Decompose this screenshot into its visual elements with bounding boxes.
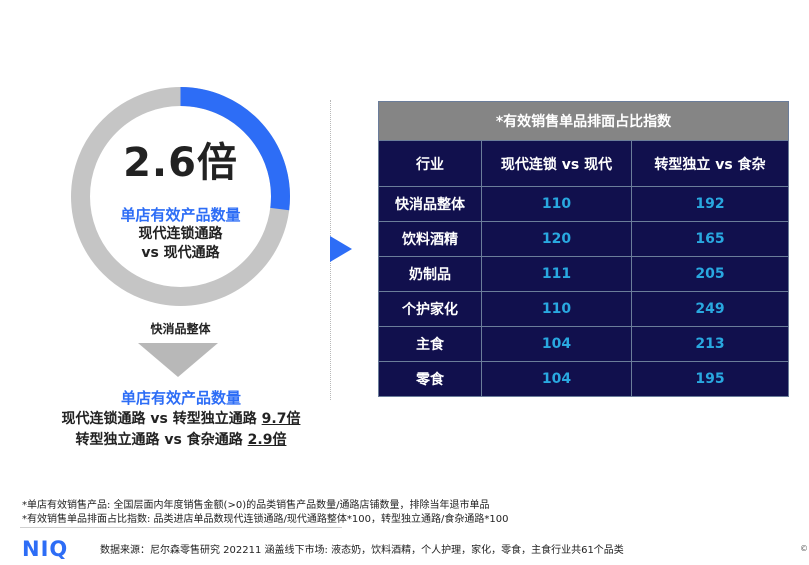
- row-value-independent: 165: [630, 221, 790, 257]
- ring-label-line2: 现代连锁通路: [138, 226, 223, 242]
- table-header-modern-chain: 现代连锁 vs 现代: [481, 140, 632, 187]
- summary-row-2-text: 转型独立通路 vs 食杂通路: [75, 432, 248, 448]
- ring-label-metric: 单店有效产品数量: [120, 206, 241, 224]
- footnote-1: *单店有效销售产品: 全国层面内年度销售金额(>0)的品类销售产品数量/通路店铺…: [22, 500, 490, 511]
- summary-row-1: 现代连锁通路 vs 转型独立通路 9.7倍: [0, 408, 362, 428]
- row-category: 零食: [378, 361, 482, 397]
- niq-logo: NIQ: [22, 537, 69, 561]
- row-value-independent: 213: [630, 326, 790, 362]
- table-row: 奶制品 111 205: [378, 256, 790, 292]
- row-value-independent: 195: [630, 361, 790, 397]
- summary-row-1-value: 9.7倍: [261, 411, 301, 427]
- table-row: 快消品整体 110 192: [378, 186, 790, 222]
- ring-big-number: 2.6倍: [123, 140, 238, 186]
- row-value-independent: 249: [630, 291, 790, 327]
- row-value-modern: 111: [481, 256, 632, 292]
- row-value-modern: 110: [481, 186, 632, 222]
- ring-chart: [71, 87, 290, 306]
- summary-row-2: 转型独立通路 vs 食杂通路 2.9倍: [0, 429, 362, 449]
- table-row: 个护家化 110 249: [378, 291, 790, 327]
- row-category: 奶制品: [378, 256, 482, 292]
- table-header-independent: 转型独立 vs 食杂: [630, 140, 790, 187]
- row-value-modern: 120: [481, 221, 632, 257]
- data-source: 数据来源：尼尔森零售研究 202211 涵盖线下市场: 液态奶，饮料酒精，个人护…: [100, 545, 624, 556]
- index-table: *有效销售单品排面占比指数 行业 现代连锁 vs 现代 转型独立 vs 食杂 快…: [377, 101, 790, 397]
- copyright-mark: ©: [800, 544, 808, 553]
- table-title: *有效销售单品排面占比指数: [377, 101, 790, 141]
- row-category: 个护家化: [378, 291, 482, 327]
- table-row: 零食 104 195: [378, 361, 790, 397]
- summary-title: 单店有效产品数量: [120, 389, 241, 407]
- row-value-independent: 205: [630, 256, 790, 292]
- ring-label-line3: vs 现代通路: [141, 245, 220, 261]
- category-label: 快消品整体: [150, 322, 211, 336]
- row-value-modern: 104: [481, 326, 632, 362]
- row-value-independent: 192: [630, 186, 790, 222]
- row-category: 主食: [378, 326, 482, 362]
- row-value-modern: 110: [481, 291, 632, 327]
- table-row: 主食 104 213: [378, 326, 790, 362]
- right-arrow-icon: [330, 236, 352, 262]
- row-category: 快消品整体: [378, 186, 482, 222]
- table-row: 饮料酒精 120 165: [378, 221, 790, 257]
- row-category: 饮料酒精: [378, 221, 482, 257]
- footnote-2: *有效销售单品排面占比指数: 品类进店单品数现代连锁通路/现代通路整体*100，…: [22, 514, 509, 525]
- ring-highlight-arc: [180, 87, 290, 211]
- down-arrow-icon: [138, 343, 218, 377]
- footer-divider: [20, 527, 342, 528]
- summary-row-2-value: 2.9倍: [247, 432, 287, 448]
- table-header-industry: 行业: [378, 140, 482, 187]
- summary-row-1-text: 现代连锁通路 vs 转型独立通路: [61, 411, 262, 427]
- row-value-modern: 104: [481, 361, 632, 397]
